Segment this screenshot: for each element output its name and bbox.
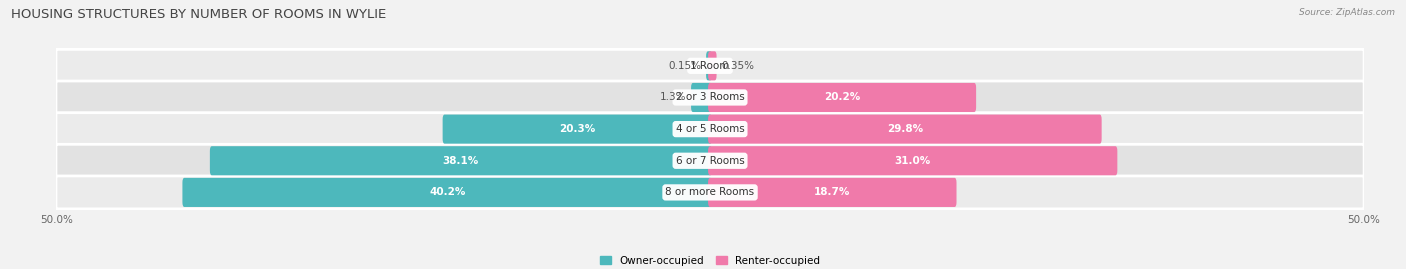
FancyBboxPatch shape — [709, 146, 1118, 175]
FancyBboxPatch shape — [709, 51, 717, 80]
Text: 40.2%: 40.2% — [429, 187, 465, 197]
Text: 1 Room: 1 Room — [690, 61, 730, 71]
Text: 20.2%: 20.2% — [824, 93, 860, 102]
Text: 4 or 5 Rooms: 4 or 5 Rooms — [676, 124, 744, 134]
Text: 0.35%: 0.35% — [721, 61, 754, 71]
FancyBboxPatch shape — [709, 178, 956, 207]
Text: 6 or 7 Rooms: 6 or 7 Rooms — [676, 156, 744, 166]
FancyBboxPatch shape — [56, 49, 1364, 82]
FancyBboxPatch shape — [56, 176, 1364, 209]
FancyBboxPatch shape — [56, 144, 1364, 177]
Text: 29.8%: 29.8% — [887, 124, 922, 134]
FancyBboxPatch shape — [706, 51, 711, 80]
Legend: Owner-occupied, Renter-occupied: Owner-occupied, Renter-occupied — [600, 256, 820, 266]
Text: Source: ZipAtlas.com: Source: ZipAtlas.com — [1299, 8, 1395, 17]
Text: HOUSING STRUCTURES BY NUMBER OF ROOMS IN WYLIE: HOUSING STRUCTURES BY NUMBER OF ROOMS IN… — [11, 8, 387, 21]
FancyBboxPatch shape — [443, 115, 711, 144]
Text: 1.3%: 1.3% — [659, 93, 686, 102]
FancyBboxPatch shape — [56, 113, 1364, 146]
FancyBboxPatch shape — [709, 83, 976, 112]
Text: 2 or 3 Rooms: 2 or 3 Rooms — [676, 93, 744, 102]
Text: 31.0%: 31.0% — [894, 156, 931, 166]
Text: 18.7%: 18.7% — [814, 187, 851, 197]
Text: 8 or more Rooms: 8 or more Rooms — [665, 187, 755, 197]
FancyBboxPatch shape — [183, 178, 711, 207]
Text: 0.15%: 0.15% — [668, 61, 702, 71]
Text: 38.1%: 38.1% — [443, 156, 479, 166]
FancyBboxPatch shape — [709, 115, 1102, 144]
FancyBboxPatch shape — [692, 83, 711, 112]
FancyBboxPatch shape — [209, 146, 711, 175]
FancyBboxPatch shape — [56, 81, 1364, 114]
Text: 20.3%: 20.3% — [560, 124, 595, 134]
